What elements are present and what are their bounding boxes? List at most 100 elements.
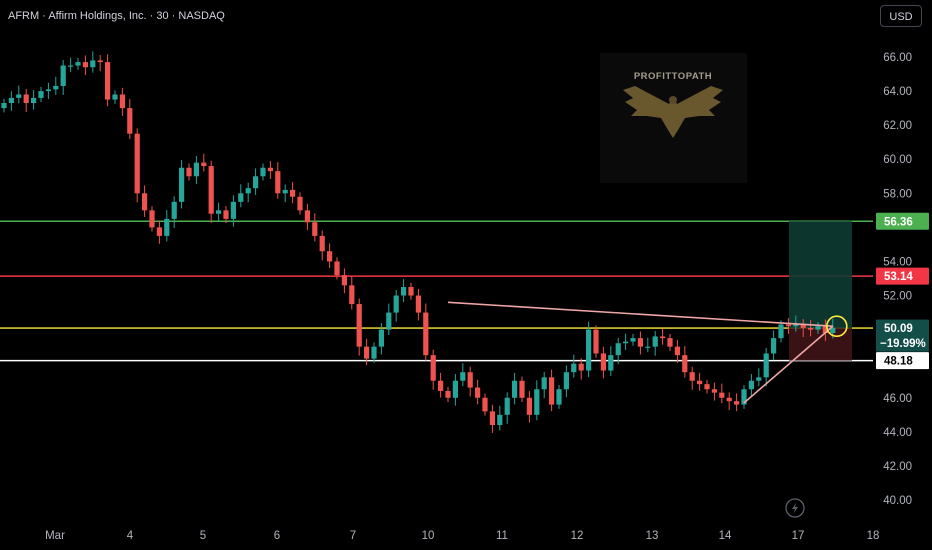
price-level-tag[interactable] bbox=[876, 212, 929, 230]
currency-button[interactable]: USD bbox=[880, 5, 922, 27]
candle bbox=[815, 326, 821, 330]
candle bbox=[216, 210, 222, 214]
y-tick-label: 42.00 bbox=[883, 461, 912, 473]
candle bbox=[519, 380, 525, 398]
candle bbox=[282, 189, 288, 194]
symbol-header[interactable]: AFRM · Affirm Holdings, Inc. · 30 · NASD… bbox=[8, 10, 225, 22]
candle bbox=[179, 167, 185, 202]
lightning-icon[interactable] bbox=[785, 498, 805, 518]
candle bbox=[245, 188, 251, 194]
candle bbox=[549, 377, 555, 405]
candle bbox=[682, 355, 688, 373]
candle bbox=[260, 167, 266, 177]
watermark: PROFITTOPATH bbox=[600, 53, 747, 183]
candle bbox=[349, 285, 355, 305]
highlight-circle[interactable] bbox=[825, 315, 848, 338]
x-tick-label: 17 bbox=[792, 530, 805, 542]
candle bbox=[512, 380, 518, 398]
candle bbox=[82, 62, 88, 68]
candle bbox=[53, 85, 59, 90]
candle bbox=[275, 171, 281, 194]
trend-line[interactable] bbox=[743, 325, 834, 404]
price-level-tag-bg bbox=[876, 319, 929, 352]
candle bbox=[660, 336, 666, 339]
candle bbox=[304, 210, 310, 223]
x-tick-label: 12 bbox=[571, 530, 584, 542]
x-tick-label: 6 bbox=[274, 530, 280, 542]
candle bbox=[127, 108, 133, 134]
candle bbox=[697, 380, 703, 385]
symbol-ticker: AFRM bbox=[8, 10, 40, 22]
candle bbox=[378, 329, 384, 347]
price-level-tag[interactable] bbox=[876, 352, 929, 370]
y-tick-label: 64.00 bbox=[883, 86, 912, 98]
candle bbox=[45, 89, 51, 92]
candle bbox=[38, 91, 44, 98]
candle bbox=[734, 401, 740, 405]
candle bbox=[689, 372, 695, 381]
position-target-zone[interactable] bbox=[789, 221, 852, 329]
candle bbox=[615, 343, 621, 356]
candle bbox=[171, 201, 177, 219]
candle bbox=[290, 189, 296, 197]
candle bbox=[97, 60, 103, 63]
candle bbox=[430, 355, 436, 381]
candle bbox=[475, 387, 481, 398]
candle bbox=[415, 295, 421, 313]
x-tick-label: 11 bbox=[496, 530, 508, 542]
candle bbox=[578, 363, 584, 371]
candle bbox=[741, 389, 747, 405]
candle bbox=[341, 275, 347, 286]
x-tick-label: 14 bbox=[719, 530, 732, 542]
candle bbox=[593, 329, 599, 354]
candle bbox=[119, 94, 125, 109]
y-tick-label: 46.00 bbox=[883, 393, 912, 405]
candle bbox=[667, 338, 673, 347]
x-tick-label: 13 bbox=[646, 530, 659, 542]
candle bbox=[645, 346, 651, 348]
candle bbox=[800, 324, 806, 328]
candle bbox=[201, 162, 207, 167]
candle bbox=[793, 324, 799, 327]
candle bbox=[327, 251, 333, 262]
x-tick-label: Mar bbox=[45, 530, 65, 542]
x-tick-label: 5 bbox=[200, 530, 206, 542]
candle bbox=[142, 193, 148, 211]
candle bbox=[371, 346, 377, 359]
candle bbox=[105, 62, 111, 100]
x-tick-label: 4 bbox=[127, 530, 134, 542]
trend-line[interactable] bbox=[447, 301, 833, 328]
candle bbox=[771, 338, 777, 354]
eagle-icon bbox=[623, 86, 723, 138]
candle bbox=[186, 167, 192, 177]
candle bbox=[23, 94, 29, 104]
candle bbox=[756, 377, 762, 381]
watermark-text: PROFITTOPATH bbox=[634, 71, 712, 82]
candle bbox=[386, 312, 392, 330]
candle bbox=[90, 60, 96, 68]
candle bbox=[334, 261, 340, 276]
candle bbox=[586, 329, 592, 371]
y-tick-label: 44.00 bbox=[883, 427, 912, 439]
candle bbox=[445, 390, 451, 398]
candle bbox=[149, 210, 155, 228]
candle bbox=[489, 411, 495, 426]
y-tick-label: 60.00 bbox=[883, 154, 912, 166]
candle bbox=[112, 94, 118, 100]
candle bbox=[711, 389, 717, 393]
symbol-name: Affirm Holdings, Inc. bbox=[48, 10, 147, 22]
candle bbox=[674, 346, 680, 356]
candle bbox=[193, 162, 199, 177]
candle bbox=[423, 312, 429, 356]
time-axis[interactable]: Mar 4 5 6 7 10 11 12 13 14 17 18 bbox=[45, 530, 879, 542]
price-level-tag[interactable] bbox=[876, 267, 929, 285]
candle bbox=[623, 341, 629, 344]
candle bbox=[356, 304, 362, 347]
candle bbox=[408, 287, 414, 296]
candle bbox=[31, 97, 37, 104]
candle bbox=[600, 353, 606, 371]
price-level-value: 53.14 bbox=[884, 271, 913, 283]
candle bbox=[571, 363, 577, 373]
candle bbox=[8, 97, 14, 104]
